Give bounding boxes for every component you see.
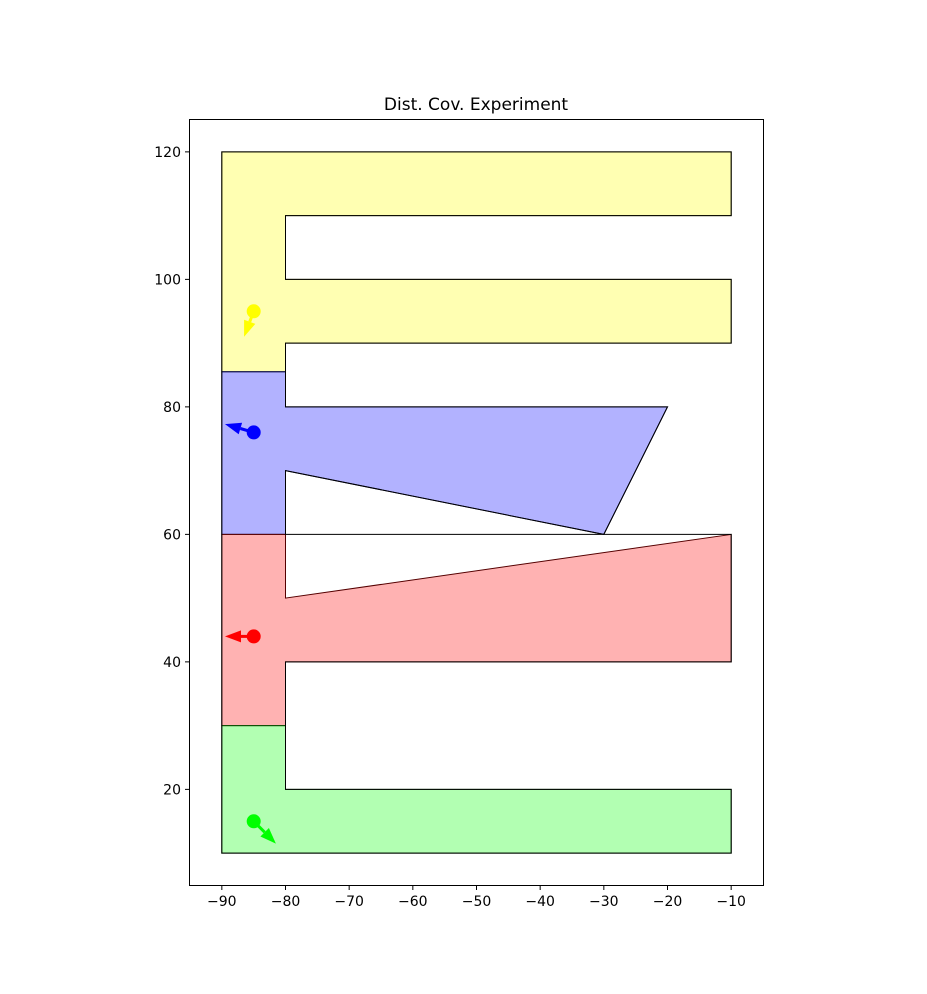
x-tick-label: −30 [589, 894, 619, 910]
x-tick-label: −60 [398, 894, 428, 910]
region-2 [221, 533, 732, 727]
x-tick-label: −80 [271, 894, 301, 910]
y-tick-label: 20 [163, 782, 181, 798]
y-tick-label: 40 [163, 655, 181, 671]
region-0 [221, 151, 732, 373]
y-axis: 20 40 60 80 100 120 [154, 145, 190, 798]
x-tick-label: −40 [525, 894, 555, 910]
x-tick-label: −90 [207, 894, 237, 910]
environment-outline [221, 151, 732, 854]
agent-0 [246, 304, 261, 319]
agent-heading-arrow-1 [225, 422, 243, 435]
agent-1 [246, 425, 261, 440]
y-tick-label: 100 [154, 272, 181, 288]
agent-heading-arrow-0 [244, 319, 256, 337]
agent-3 [246, 814, 261, 829]
x-axis: −90 −80 −70 −60 −50 −40 −30 −20 −10 [207, 885, 746, 910]
chart-title: Dist. Cov. Experiment [384, 95, 569, 115]
agent-heading-arrow-2 [225, 630, 241, 643]
y-tick-label: 60 [163, 527, 181, 543]
x-tick-label: −10 [716, 894, 746, 910]
x-tick-label: −70 [334, 894, 364, 910]
agent-2 [246, 629, 261, 644]
x-tick-label: −50 [462, 894, 492, 910]
region-1 [221, 371, 669, 535]
x-tick-label: −20 [653, 894, 683, 910]
coverage-regions [221, 151, 732, 854]
y-tick-label: 120 [154, 145, 181, 161]
agents [225, 304, 276, 844]
agent-heading-arrow-3 [260, 828, 276, 844]
y-tick-label: 80 [163, 400, 181, 416]
